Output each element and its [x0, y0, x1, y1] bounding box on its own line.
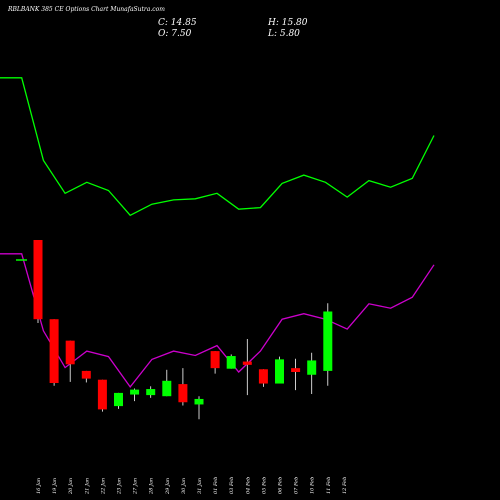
- open-value: O: 7.50: [158, 29, 192, 39]
- x-tick-label: 20 Jan: [68, 478, 74, 495]
- candle-body: [114, 392, 123, 407]
- high-value: H: 15.80: [268, 18, 308, 28]
- candle-layer: [33, 240, 333, 420]
- candle-body: [178, 384, 188, 403]
- x-tick-label: 19 Jan: [52, 478, 58, 494]
- candle-body: [33, 240, 43, 320]
- x-axis-labels: 16 Jan 19 Jan 20 Jan 21 Jan 22 Jan 23 Jan 27 J…: [36, 477, 348, 495]
- candle-body: [275, 359, 284, 384]
- x-tick-label: 05 Feb: [261, 477, 267, 494]
- x-tick-label: 22 Jan: [100, 478, 106, 495]
- x-tick-label: 29 Jan: [165, 478, 171, 495]
- x-tick-label: 27 Jan: [133, 478, 139, 495]
- band-layer: [0, 77, 435, 388]
- candle-body: [65, 340, 75, 365]
- candle-body: [81, 370, 91, 379]
- x-tick-label: 28 Jan: [149, 478, 155, 495]
- x-tick-label: 21 Jan: [84, 478, 90, 495]
- candle-body: [210, 351, 220, 369]
- x-tick-label: 07 Feb: [294, 477, 300, 494]
- candle-body: [49, 319, 59, 383]
- candle-body: [242, 361, 252, 365]
- upper-band-line: [0, 77, 435, 217]
- candle-body: [194, 398, 204, 405]
- x-tick-label: 10 Feb: [310, 477, 316, 494]
- x-tick-label: 03 Feb: [229, 477, 235, 494]
- candle-body: [291, 368, 301, 372]
- candle-body: [162, 380, 172, 397]
- candle-body: [97, 379, 107, 410]
- x-tick-label: 16 Jan: [36, 478, 42, 494]
- candle-body: [226, 356, 236, 369]
- x-tick-label: 30 Jan: [181, 478, 187, 494]
- x-tick-label: 04 Feb: [245, 477, 251, 494]
- candle-body: [258, 369, 268, 384]
- low-value: L: 5.80: [268, 29, 300, 39]
- x-tick-label: 23 Jan: [117, 478, 123, 495]
- close-value: C: 14.85: [158, 18, 197, 28]
- x-tick-label: 11 Feb: [326, 477, 332, 494]
- candle-body: [307, 360, 317, 375]
- chart-title: RBLBANK 385 CE Options Chart MunafaSutra…: [8, 6, 165, 13]
- x-tick-label: 01 Feb: [213, 477, 219, 494]
- x-tick-label: 06 Feb: [278, 477, 284, 494]
- candle-body: [146, 389, 156, 396]
- candle-body: [323, 311, 333, 371]
- x-tick-label: 31 Jan: [197, 478, 203, 494]
- x-tick-label: 12 Feb: [342, 477, 348, 494]
- candle-body: [130, 389, 140, 395]
